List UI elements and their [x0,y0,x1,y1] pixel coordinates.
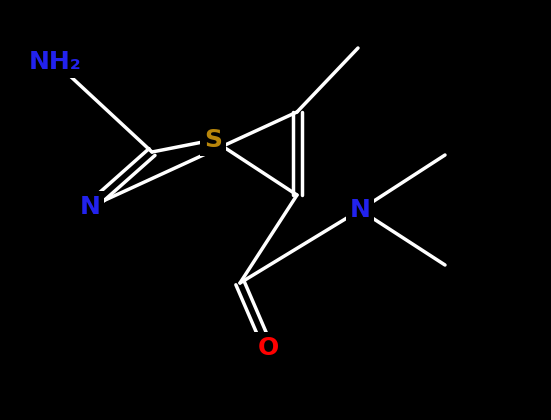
Text: N: N [349,198,370,222]
Text: NH₂: NH₂ [29,50,82,74]
Text: S: S [204,128,222,152]
Text: N: N [79,195,100,219]
Text: O: O [257,336,279,360]
